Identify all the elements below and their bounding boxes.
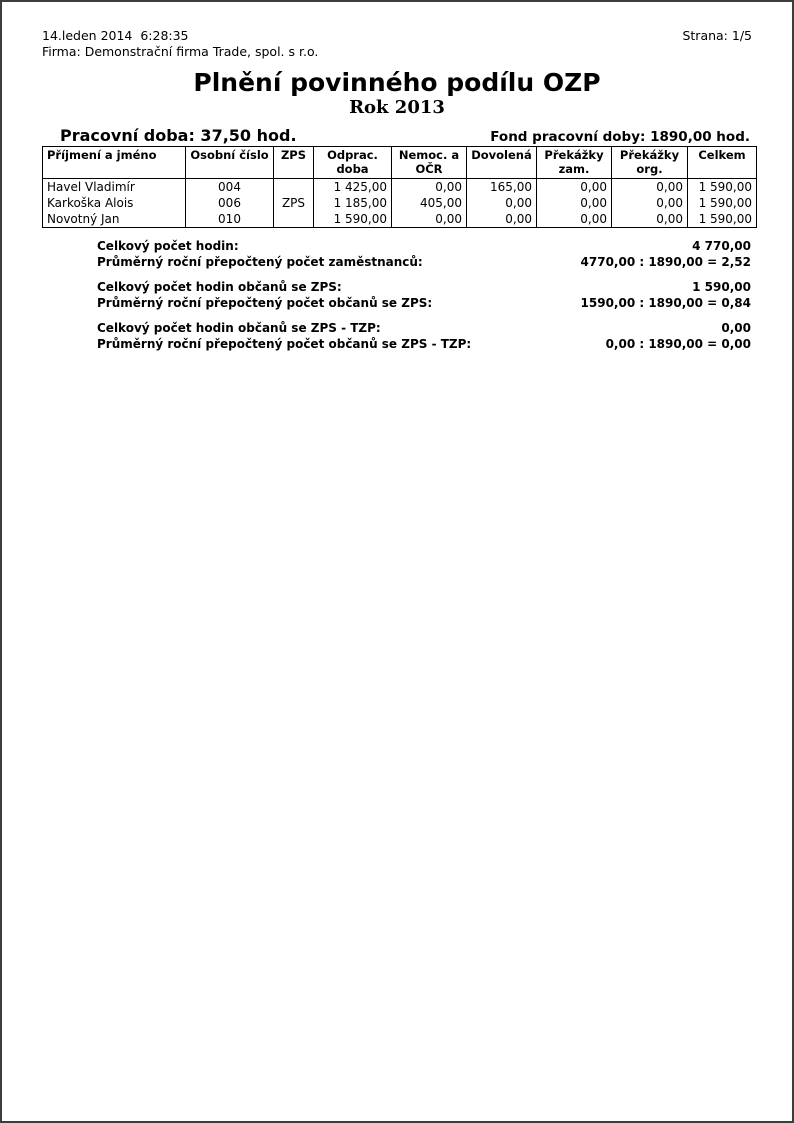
cell-obstacles-org: 0,00 [611, 211, 688, 228]
cell-personal-number: 006 [185, 195, 274, 211]
cell-sickness: 405,00 [391, 195, 467, 211]
summary-value: 0,00 : 1890,00 = 0,00 [605, 337, 751, 351]
table-row: Havel Vladimír 004 1 425,00 0,00 165,00 … [42, 178, 757, 195]
cell-vacation: 0,00 [466, 195, 537, 211]
summary-label: Průměrný roční přepočtený počet občanů s… [97, 337, 472, 351]
cell-total: 1 590,00 [687, 211, 757, 228]
col-header-personal-number: Osobní číslo [185, 146, 274, 179]
cell-total: 1 590,00 [687, 195, 757, 211]
cell-zps [273, 211, 314, 228]
summary-group-total: Celkový počet hodin: 4 770,00 Průměrný r… [42, 238, 752, 270]
cell-obstacles-emp: 0,00 [536, 178, 612, 195]
cell-obstacles-emp: 0,00 [536, 195, 612, 211]
cell-name: Novotný Jan [42, 211, 186, 228]
meta-row: 14.leden 2014 6:28:35 Strana: 1/5 [42, 28, 752, 44]
cell-sickness: 0,00 [391, 178, 467, 195]
summary-label: Celkový počet hodin: [97, 239, 239, 253]
cell-name: Karkoška Alois [42, 195, 186, 211]
summary-label: Celkový počet hodin občanů se ZPS: [97, 280, 342, 294]
summary-row: Celkový počet hodin občanů se ZPS - TZP:… [42, 320, 752, 336]
summary-group-zps-tzp: Celkový počet hodin občanů se ZPS - TZP:… [42, 320, 752, 352]
summary-label: Průměrný roční přepočtený počet občanů s… [97, 296, 433, 310]
summary-value: 4770,00 : 1890,00 = 2,52 [580, 255, 751, 269]
cell-obstacles-org: 0,00 [611, 178, 688, 195]
summary-value: 4 770,00 [692, 239, 751, 253]
page-title: Plnění povinného podílu OZP [193, 68, 601, 97]
summary-row: Průměrný roční přepočtený počet zaměstna… [42, 254, 752, 270]
info-bar: Pracovní doba: 37,50 hod. Fond pracovní … [42, 126, 752, 146]
cell-personal-number: 004 [185, 178, 274, 195]
cell-name: Havel Vladimír [42, 178, 186, 195]
col-header-obstacles-org: Překážky org. [611, 146, 688, 179]
cell-personal-number: 010 [185, 211, 274, 228]
table-row: Novotný Jan 010 1 590,00 0,00 0,00 0,00 … [42, 211, 757, 228]
company-line: Firma: Demonstrační firma Trade, spol. s… [42, 44, 319, 59]
summary-group-zps: Celkový počet hodin občanů se ZPS: 1 590… [42, 279, 752, 311]
summary-value: 0,00 [721, 321, 751, 335]
col-header-sickness: Nemoc. a OČR [391, 146, 467, 179]
summary-row: Celkový počet hodin občanů se ZPS: 1 590… [42, 279, 752, 295]
summary-label: Celkový počet hodin občanů se ZPS - TZP: [97, 321, 381, 335]
col-header-worked-time: Odprac. doba [313, 146, 392, 179]
col-header-zps: ZPS [273, 146, 314, 179]
col-header-obstacles-emp: Překážky zam. [536, 146, 612, 179]
table-row: Karkoška Alois 006 ZPS 1 185,00 405,00 0… [42, 195, 757, 211]
cell-vacation: 0,00 [466, 211, 537, 228]
summary-value: 1590,00 : 1890,00 = 0,84 [580, 296, 751, 310]
cell-worked-time: 1 185,00 [313, 195, 392, 211]
report-content: 14.leden 2014 6:28:35 Strana: 1/5 Firma:… [2, 2, 792, 352]
page-subtitle: Rok 2013 [349, 97, 445, 118]
working-fund-label: Fond pracovní doby: 1890,00 hod. [490, 129, 750, 145]
employees-table: Příjmení a jméno Osobní číslo ZPS Odprac… [42, 146, 757, 228]
summary-label: Průměrný roční přepočtený počet zaměstna… [97, 255, 423, 269]
page-number: Strana: 1/5 [682, 28, 752, 43]
cell-worked-time: 1 590,00 [313, 211, 392, 228]
table-header-row: Příjmení a jméno Osobní číslo ZPS Odprac… [42, 146, 757, 179]
cell-obstacles-emp: 0,00 [536, 211, 612, 228]
cell-zps [273, 178, 314, 195]
summary-section: Celkový počet hodin: 4 770,00 Průměrný r… [42, 238, 752, 352]
report-datetime: 14.leden 2014 6:28:35 [42, 28, 189, 43]
cell-zps: ZPS [273, 195, 314, 211]
cell-worked-time: 1 425,00 [313, 178, 392, 195]
col-header-surname: Příjmení a jméno [42, 146, 186, 179]
col-header-vacation: Dovolená [466, 146, 537, 179]
cell-obstacles-org: 0,00 [611, 195, 688, 211]
col-header-total: Celkem [687, 146, 757, 179]
cell-vacation: 165,00 [466, 178, 537, 195]
summary-value: 1 590,00 [692, 280, 751, 294]
summary-row: Celkový počet hodin: 4 770,00 [42, 238, 752, 254]
cell-total: 1 590,00 [687, 178, 757, 195]
cell-sickness: 0,00 [391, 211, 467, 228]
summary-row: Průměrný roční přepočtený počet občanů s… [42, 336, 752, 352]
summary-row: Průměrný roční přepočtený počet občanů s… [42, 295, 752, 311]
working-time-label: Pracovní doba: 37,50 hod. [60, 126, 297, 145]
